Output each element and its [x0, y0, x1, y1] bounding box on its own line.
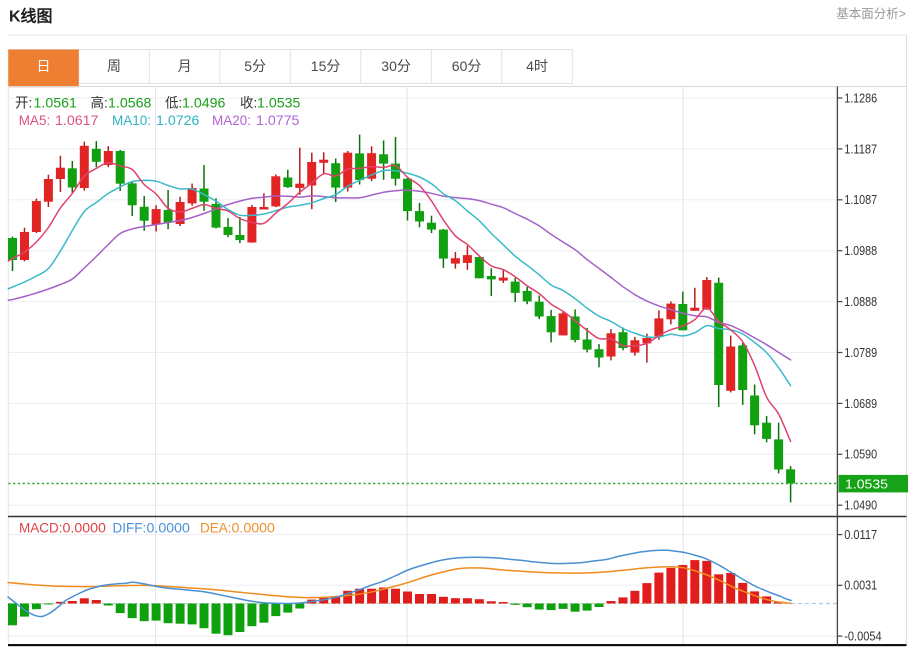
svg-text:30分: 30分 — [381, 58, 411, 74]
svg-text:MA10:: MA10: — [112, 113, 151, 128]
svg-text:5分: 5分 — [244, 58, 266, 74]
svg-text:1.0490: 1.0490 — [844, 498, 877, 513]
svg-text:15分: 15分 — [311, 58, 341, 74]
svg-text:1.0726: 1.0726 — [156, 113, 199, 128]
svg-text:1.0496: 1.0496 — [182, 96, 225, 111]
svg-text:MA5:: MA5: — [19, 113, 51, 128]
svg-text:月: 月 — [178, 58, 192, 74]
svg-text:收:: 收: — [240, 96, 257, 111]
svg-text:0.0000: 0.0000 — [147, 521, 190, 536]
svg-text:0.0000: 0.0000 — [63, 521, 106, 536]
svg-text:MACD:: MACD: — [19, 521, 63, 536]
svg-text:4时: 4时 — [526, 58, 548, 74]
svg-text:MA20:: MA20: — [212, 113, 251, 128]
svg-text:0.0000: 0.0000 — [232, 521, 275, 536]
svg-text:1.0775: 1.0775 — [256, 113, 299, 128]
svg-text:0.0031: 0.0031 — [844, 578, 877, 593]
svg-text:低:: 低: — [165, 96, 182, 111]
svg-text:DIFF:: DIFF: — [113, 521, 147, 536]
svg-text:周: 周 — [107, 58, 121, 74]
svg-text:1.0535: 1.0535 — [845, 476, 888, 491]
svg-text:基本面分析>: 基本面分析> — [836, 7, 906, 21]
svg-text:1.0535: 1.0535 — [257, 96, 300, 111]
svg-text:K线图: K线图 — [9, 7, 53, 26]
svg-text:1.0988: 1.0988 — [844, 243, 877, 258]
svg-text:60分: 60分 — [452, 58, 482, 74]
svg-text:0.0117: 0.0117 — [844, 527, 877, 542]
svg-text:日: 日 — [37, 58, 51, 74]
svg-text:DEA:: DEA: — [200, 521, 232, 536]
svg-text:高:: 高: — [91, 95, 108, 111]
svg-text:1.0888: 1.0888 — [844, 294, 877, 309]
svg-text:1.0590: 1.0590 — [844, 447, 877, 462]
svg-text:1.1187: 1.1187 — [844, 141, 877, 156]
svg-text:1.0561: 1.0561 — [34, 96, 77, 111]
svg-text:开:: 开: — [15, 96, 32, 111]
svg-text:1.1286: 1.1286 — [844, 90, 877, 105]
svg-text:1.1087: 1.1087 — [844, 192, 877, 207]
svg-text:1.0617: 1.0617 — [55, 113, 98, 128]
svg-text:-0.0054: -0.0054 — [844, 629, 882, 644]
svg-text:1.0568: 1.0568 — [108, 96, 151, 111]
svg-text:1.0789: 1.0789 — [844, 345, 877, 360]
svg-text:1.0689: 1.0689 — [844, 396, 877, 411]
